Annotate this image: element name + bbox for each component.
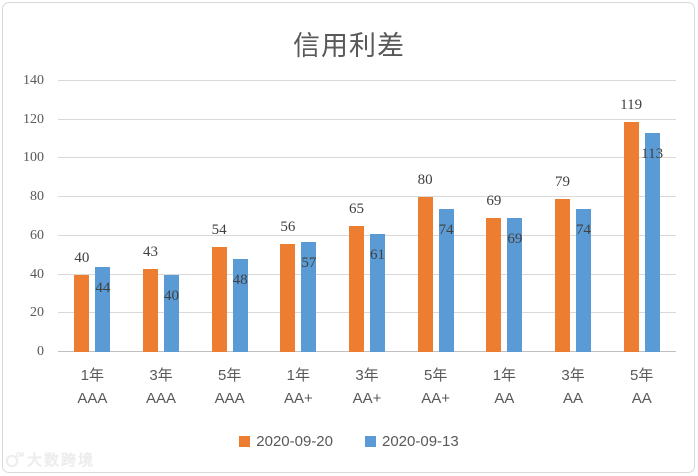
x-axis-category-label: 5年 AA+: [421, 367, 451, 407]
bar-group: 54 48: [195, 81, 264, 352]
data-label: 74: [575, 222, 591, 238]
bar-group: 65 61: [333, 81, 402, 352]
data-label: 43: [142, 244, 158, 260]
x-axis: 1年 AAA 3年 AAA 5年 AAA 1年 AA+ 3年 AA+ 5年 AA+ 1年 AA 3年 AA 5年…: [58, 364, 676, 410]
y-axis-tick-label: 140: [23, 73, 44, 88]
bar-2020-09-20: [211, 247, 227, 352]
watermark: 大数跨境: [5, 449, 95, 470]
gridline: [58, 196, 676, 198]
data-label: 61: [369, 247, 385, 263]
data-label: 119: [620, 97, 643, 113]
x-axis-category-label: 1年 AAA: [77, 367, 108, 407]
gridline: [58, 273, 676, 275]
bar-2020-09-20: [623, 122, 639, 352]
chart-title: 信用利差: [293, 31, 405, 61]
bar-2020-09-20: [142, 269, 158, 352]
x-axis-category-label: 3年 AAA: [146, 367, 177, 407]
bar-2020-09-13: [301, 242, 317, 352]
bar-2020-09-13: [438, 209, 454, 352]
data-label: 65: [348, 201, 364, 217]
bar-2020-09-13: [232, 259, 248, 352]
x-axis-category-label: 3年 AA: [561, 367, 585, 407]
y-axis-tick-label: 20: [30, 305, 44, 321]
data-label: 74: [438, 222, 454, 238]
legend-label: 2020-09-20: [256, 433, 333, 450]
bar-2020-09-13: [575, 209, 591, 352]
bar-group: 79 74: [539, 81, 608, 352]
bar-group: 69 69: [470, 81, 539, 352]
gridline: [58, 118, 676, 120]
y-axis-tick-label: 0: [37, 344, 44, 359]
gridline: [58, 80, 676, 81]
data-label: 57: [301, 255, 317, 271]
y-axis-tick-label: 80: [30, 189, 44, 205]
gridline: [58, 234, 676, 236]
x-axis-category-label: 1年 AA: [492, 367, 517, 407]
data-label: 79: [554, 174, 570, 190]
data-label: 69: [486, 193, 502, 209]
data-label: 40: [163, 288, 179, 304]
legend: 2020-09-20 2020-09-13: [0, 433, 698, 450]
legend-item-2020-09-13: 2020-09-13: [365, 433, 459, 450]
bar-group: 56 57: [264, 81, 333, 352]
bar-2020-09-20: [554, 199, 570, 352]
data-label: 48: [232, 272, 248, 288]
y-axis-tick-label: 60: [30, 227, 44, 243]
x-axis-category-label: 3年 AA+: [352, 367, 382, 407]
bar-2020-09-20: [486, 218, 502, 352]
plot-area: 40 44 43 40 54 48 56 57 65 61 80 74 69 69 79 74 119 113: [58, 80, 676, 352]
x-axis-category-label: 5年 AAA: [214, 367, 245, 407]
bar-2020-09-20: [74, 275, 90, 352]
legend-swatch: [365, 436, 376, 447]
x-axis-category-label: 1年 AA+: [283, 367, 313, 407]
bar-2020-09-13: [95, 267, 111, 352]
data-label: 80: [417, 172, 433, 188]
x-axis-line: [58, 351, 676, 352]
gridline: [58, 312, 676, 314]
bar-2020-09-20: [280, 244, 296, 352]
data-label: 69: [507, 231, 523, 247]
watermark-text: 大数跨境: [27, 452, 96, 469]
bar-2020-09-20: [417, 197, 433, 352]
legend-item-2020-09-20: 2020-09-20: [239, 433, 333, 450]
x-axis-category-label: 5年 AA: [630, 367, 654, 407]
bar-2020-09-20: [348, 226, 364, 352]
watermark-logo-icon: [5, 452, 24, 468]
bar-group: 43 40: [127, 81, 196, 352]
y-axis-tick-label: 100: [23, 150, 44, 166]
bar-group: 80 74: [401, 81, 470, 352]
data-label: 113: [641, 146, 664, 162]
y-axis-tick-label: 40: [30, 266, 44, 282]
legend-swatch: [239, 436, 251, 447]
bar-group: 119 113: [607, 81, 676, 352]
y-axis-tick-label: 120: [23, 111, 44, 127]
data-label: 54: [211, 222, 227, 238]
data-label: 44: [95, 280, 111, 296]
bar-2020-09-13: [369, 234, 385, 352]
data-label: 40: [74, 250, 90, 266]
gridline: [58, 157, 676, 159]
data-label: 56: [280, 219, 296, 235]
bar-2020-09-13: [644, 133, 660, 352]
bar-2020-09-13: [163, 275, 179, 352]
bar-group: 40 44: [58, 81, 127, 352]
y-axis: 0 20 40 60 80 100 120 140: [0, 73, 48, 359]
legend-label: 2020-09-13: [382, 433, 459, 450]
bar-2020-09-13: [507, 218, 523, 352]
